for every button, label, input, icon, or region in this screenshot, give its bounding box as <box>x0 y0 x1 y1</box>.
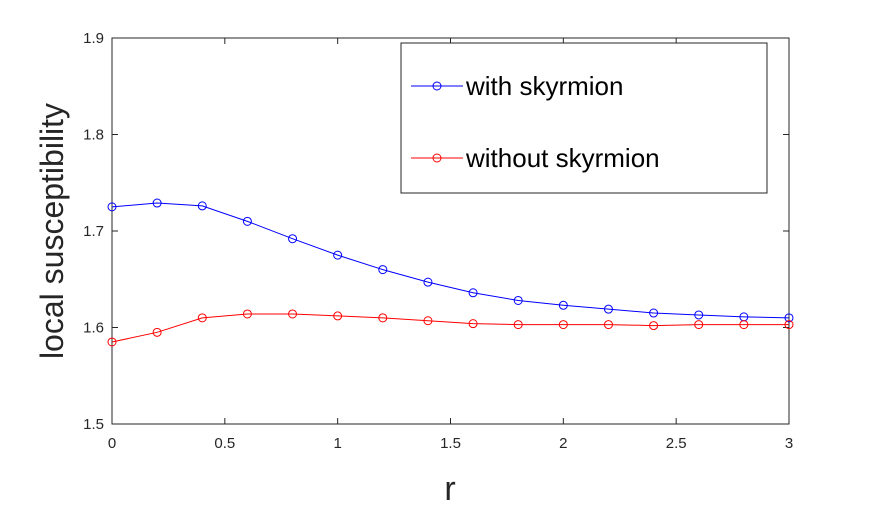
legend-label-with-skyrmion: with skyrmion <box>465 71 623 101</box>
data-point-with-skyrmion <box>694 310 704 320</box>
x-tick-label: 0 <box>108 435 116 452</box>
legend: with skyrmion without skyrmion <box>400 42 768 194</box>
data-point-with-skyrmion <box>649 308 659 318</box>
data-point-without-skyrmion <box>333 311 343 321</box>
legend-item-without-skyrmion: without skyrmion <box>411 143 660 173</box>
data-point-without-skyrmion <box>784 320 794 330</box>
data-point-with-skyrmion <box>558 300 568 310</box>
data-point-with-skyrmion <box>107 202 117 212</box>
data-point-without-skyrmion <box>423 316 433 326</box>
legend-box <box>400 42 768 194</box>
x-tick-label: 1 <box>333 435 341 452</box>
legend-marker-without-skyrmion <box>432 153 442 163</box>
x-tick-label: 2 <box>559 435 567 452</box>
legend-marker-with-skyrmion <box>432 81 442 91</box>
y-tick-label: 1.8 <box>83 127 104 144</box>
data-point-with-skyrmion <box>784 313 794 323</box>
data-point-without-skyrmion <box>152 327 162 337</box>
data-point-without-skyrmion <box>107 337 117 347</box>
data-point-with-skyrmion <box>288 234 298 244</box>
data-point-without-skyrmion <box>694 320 704 330</box>
axis-ticks: 0 0.5 1 1.5 2 2.5 3 1.5 1.6 1.7 1.8 1.9 <box>83 30 793 452</box>
data-point-without-skyrmion <box>288 309 298 319</box>
x-tick-label: 3 <box>785 435 793 452</box>
data-point-with-skyrmion <box>197 201 207 211</box>
y-tick-label: 1.5 <box>83 416 104 433</box>
data-point-without-skyrmion <box>513 320 523 330</box>
data-point-without-skyrmion <box>603 320 613 330</box>
series-layer <box>107 198 794 347</box>
data-point-without-skyrmion <box>242 309 252 319</box>
data-point-without-skyrmion <box>468 319 478 329</box>
y-tick-label: 1.7 <box>83 223 104 240</box>
legend-label-without-skyrmion: without skyrmion <box>465 143 660 173</box>
data-point-with-skyrmion <box>152 198 162 208</box>
x-tick-label: 0.5 <box>214 435 235 452</box>
data-point-without-skyrmion <box>649 321 659 331</box>
data-point-without-skyrmion <box>739 320 749 330</box>
data-point-with-skyrmion <box>468 288 478 298</box>
x-tick-label: 2.5 <box>666 435 687 452</box>
y-tick-label: 1.9 <box>83 30 104 47</box>
y-tick-label: 1.6 <box>83 320 104 337</box>
x-axis-title: r <box>444 470 455 507</box>
data-point-without-skyrmion <box>197 313 207 323</box>
data-point-with-skyrmion <box>378 265 388 275</box>
legend-item-with-skyrmion: with skyrmion <box>411 71 623 101</box>
data-point-with-skyrmion <box>423 277 433 287</box>
x-tick-label: 1.5 <box>440 435 461 452</box>
series-line-with-skyrmion <box>111 202 790 319</box>
series-without-skyrmion <box>107 309 794 347</box>
series-with-skyrmion <box>107 198 794 323</box>
y-axis-title: local susceptibility <box>34 103 70 359</box>
data-point-with-skyrmion <box>333 250 343 260</box>
data-point-without-skyrmion <box>558 320 568 330</box>
data-point-with-skyrmion <box>513 295 523 305</box>
series-line-without-skyrmion <box>111 313 789 343</box>
data-point-with-skyrmion <box>603 304 613 314</box>
data-point-without-skyrmion <box>378 313 388 323</box>
data-point-with-skyrmion <box>242 216 252 226</box>
